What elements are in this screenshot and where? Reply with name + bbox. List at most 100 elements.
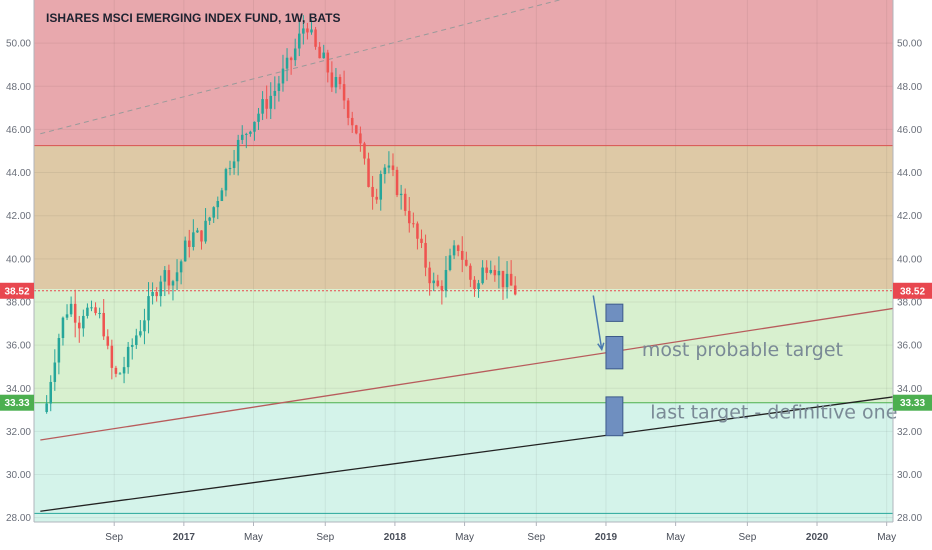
- y-tick-left-4: 36.00: [6, 341, 31, 352]
- support-level-badge-right-text: 33.33: [900, 398, 925, 409]
- y-tick-right-3: 34.00: [897, 384, 922, 395]
- candle-body: [126, 346, 130, 368]
- candle-body: [269, 95, 273, 109]
- candle-body: [460, 250, 464, 260]
- candle-body: [452, 245, 456, 256]
- candle-body: [257, 113, 260, 122]
- candle-body: [318, 46, 321, 59]
- candle-body: [192, 232, 195, 247]
- candle-body: [322, 52, 325, 59]
- candle-body: [98, 312, 101, 314]
- x-tick-label-0: Sep: [105, 532, 123, 543]
- target-boxes: [592, 295, 624, 437]
- price-zones: [34, 0, 893, 522]
- candle-body: [61, 317, 65, 339]
- candle-body: [367, 158, 370, 187]
- candle-body: [379, 174, 383, 200]
- zone-1: [34, 145, 893, 290]
- candle-body: [387, 165, 391, 168]
- y-tick-left-8: 44.00: [6, 168, 31, 179]
- target-box-0: [605, 303, 624, 322]
- candle-body: [135, 335, 138, 345]
- candle-body: [167, 270, 171, 286]
- y-tick-left-3: 34.00: [6, 384, 31, 395]
- support-level-badge-right: [893, 394, 932, 411]
- candle-body: [399, 193, 403, 196]
- target-box-1: [605, 335, 624, 370]
- candle-body: [73, 303, 77, 323]
- zone-2: [34, 289, 893, 403]
- candle-body: [159, 281, 163, 297]
- candle-body: [69, 303, 73, 315]
- candle-body: [383, 167, 387, 175]
- current-price-badge-right-text: 38.52: [900, 286, 925, 297]
- candle-body: [147, 296, 150, 321]
- candle-body: [436, 280, 440, 286]
- candle-body: [355, 125, 358, 134]
- candle-body: [501, 270, 505, 288]
- candle-body: [253, 121, 256, 132]
- candle-body: [375, 196, 378, 200]
- candle-body: [200, 230, 203, 242]
- candle-body: [265, 99, 268, 109]
- candle-body: [196, 230, 199, 233]
- candle-body: [143, 320, 146, 332]
- trendline-1: [40, 396, 894, 512]
- candle-body: [94, 307, 97, 314]
- candle-body: [473, 279, 476, 289]
- candle-body: [432, 280, 435, 284]
- annotation-text-1: last target - definitive one: [650, 401, 897, 423]
- x-tick-label-6: Sep: [527, 532, 545, 543]
- candle-body: [342, 84, 346, 101]
- y-tick-right-5: 38.00: [897, 297, 922, 308]
- x-tick-label-2: May: [244, 532, 263, 543]
- candle-body: [151, 292, 154, 297]
- candle-body: [232, 161, 236, 168]
- candle-body: [363, 143, 366, 159]
- candle-body: [114, 367, 118, 374]
- projection-arrow-head: [597, 342, 605, 352]
- candle-body: [106, 336, 110, 346]
- candle-body: [188, 240, 191, 247]
- target-box-2: [605, 396, 624, 437]
- candle-body: [65, 314, 69, 318]
- candle-body: [306, 28, 309, 33]
- candle-body: [489, 269, 493, 273]
- candle-body: [326, 52, 330, 73]
- y-tick-left-0: 28.00: [6, 513, 31, 524]
- candle-body: [302, 28, 305, 34]
- candle-body: [82, 315, 85, 329]
- y-tick-right-2: 32.00: [897, 427, 922, 438]
- candle-body: [456, 245, 460, 251]
- candle-body: [310, 29, 313, 33]
- candle-body: [249, 131, 252, 134]
- projection-arrow: [592, 295, 603, 350]
- y-tick-right-10: 48.00: [897, 82, 922, 93]
- candle-body: [118, 373, 122, 375]
- candle-body: [236, 139, 240, 162]
- current-price-badge-left-text: 38.52: [4, 286, 29, 297]
- y-tick-right-1: 30.00: [897, 470, 922, 481]
- candle-body: [155, 292, 158, 297]
- candle-body: [240, 134, 244, 140]
- x-tick-label-3: Sep: [316, 532, 334, 543]
- y-tick-right-6: 40.00: [897, 254, 922, 265]
- zone-0: [34, 0, 893, 146]
- x-tick-label-10: 2020: [806, 532, 829, 543]
- grid-lines: [34, 0, 893, 522]
- candle-body: [216, 201, 220, 208]
- candle-body: [420, 238, 423, 243]
- x-tick-label-7: 2019: [595, 532, 618, 543]
- candle-body: [183, 240, 187, 262]
- y-tick-left-2: 32.00: [6, 427, 31, 438]
- candle-body: [57, 338, 61, 363]
- candle-body: [110, 345, 114, 368]
- candle-body: [469, 265, 472, 280]
- candle-body: [86, 307, 89, 316]
- candle-body: [289, 57, 293, 61]
- y-tick-left-9: 46.00: [6, 125, 31, 136]
- candle-body: [171, 281, 175, 286]
- candle-body: [338, 77, 342, 85]
- y-tick-left-6: 40.00: [6, 254, 31, 265]
